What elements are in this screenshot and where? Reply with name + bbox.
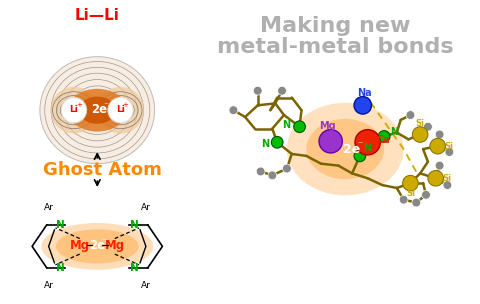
Text: Si: Si [445, 142, 454, 151]
Circle shape [294, 121, 305, 133]
Text: N: N [390, 126, 398, 136]
Text: Si: Si [442, 174, 451, 183]
Text: +: + [122, 102, 129, 108]
Text: Si: Si [416, 119, 425, 128]
Circle shape [406, 111, 415, 119]
Text: N: N [262, 139, 270, 149]
Circle shape [283, 164, 291, 173]
Circle shape [378, 131, 390, 142]
Ellipse shape [287, 103, 404, 195]
Text: N: N [130, 220, 139, 230]
Ellipse shape [50, 87, 97, 133]
Ellipse shape [306, 119, 384, 179]
Text: Ghost Atom: Ghost Atom [43, 161, 162, 178]
Text: ⁻: ⁻ [104, 101, 108, 110]
Circle shape [108, 98, 133, 123]
Circle shape [354, 150, 366, 162]
Circle shape [445, 148, 454, 156]
Text: 2e: 2e [89, 239, 105, 252]
Circle shape [443, 181, 452, 189]
Text: Li: Li [70, 105, 78, 114]
Ellipse shape [97, 87, 144, 133]
Circle shape [428, 171, 444, 186]
Ellipse shape [68, 89, 126, 132]
Text: ⁻: ⁻ [357, 140, 362, 150]
Text: Making new: Making new [260, 16, 411, 36]
Text: N: N [130, 263, 139, 273]
Text: Li—Li: Li—Li [75, 8, 120, 23]
Circle shape [271, 136, 283, 148]
Circle shape [430, 138, 445, 154]
Text: metal-metal bonds: metal-metal bonds [217, 37, 454, 57]
Text: +: + [76, 102, 82, 108]
Ellipse shape [79, 97, 116, 124]
Text: Li: Li [116, 105, 125, 114]
Circle shape [412, 127, 428, 142]
Circle shape [355, 130, 380, 155]
Text: N: N [56, 220, 65, 230]
Circle shape [412, 198, 420, 207]
Text: Mg: Mg [320, 121, 336, 131]
Text: Mg: Mg [105, 239, 125, 252]
Ellipse shape [56, 229, 139, 263]
Circle shape [421, 190, 431, 199]
Text: Ca: Ca [376, 135, 390, 145]
Text: Si: Si [406, 189, 415, 198]
Ellipse shape [41, 223, 153, 270]
Text: Ar: Ar [141, 281, 151, 290]
Circle shape [435, 130, 444, 139]
Circle shape [268, 171, 276, 180]
Circle shape [61, 98, 86, 123]
Text: Ar: Ar [44, 281, 54, 290]
Circle shape [256, 167, 265, 176]
Text: Mg: Mg [70, 239, 90, 252]
Circle shape [435, 161, 444, 170]
Text: 2e: 2e [91, 103, 107, 116]
Ellipse shape [40, 57, 155, 164]
Circle shape [403, 175, 418, 191]
Circle shape [423, 122, 432, 131]
Circle shape [277, 86, 287, 95]
Text: N: N [56, 263, 65, 273]
Text: Na: Na [358, 88, 372, 98]
Circle shape [319, 130, 342, 153]
Circle shape [354, 97, 372, 114]
Circle shape [229, 106, 238, 115]
Text: ⁻: ⁻ [102, 237, 107, 246]
Text: N: N [363, 143, 372, 153]
Text: 2e: 2e [344, 143, 360, 156]
Text: Ar: Ar [141, 203, 151, 212]
Text: Ar: Ar [44, 203, 54, 212]
Text: N: N [282, 120, 290, 130]
Circle shape [399, 195, 408, 204]
Circle shape [253, 86, 262, 95]
